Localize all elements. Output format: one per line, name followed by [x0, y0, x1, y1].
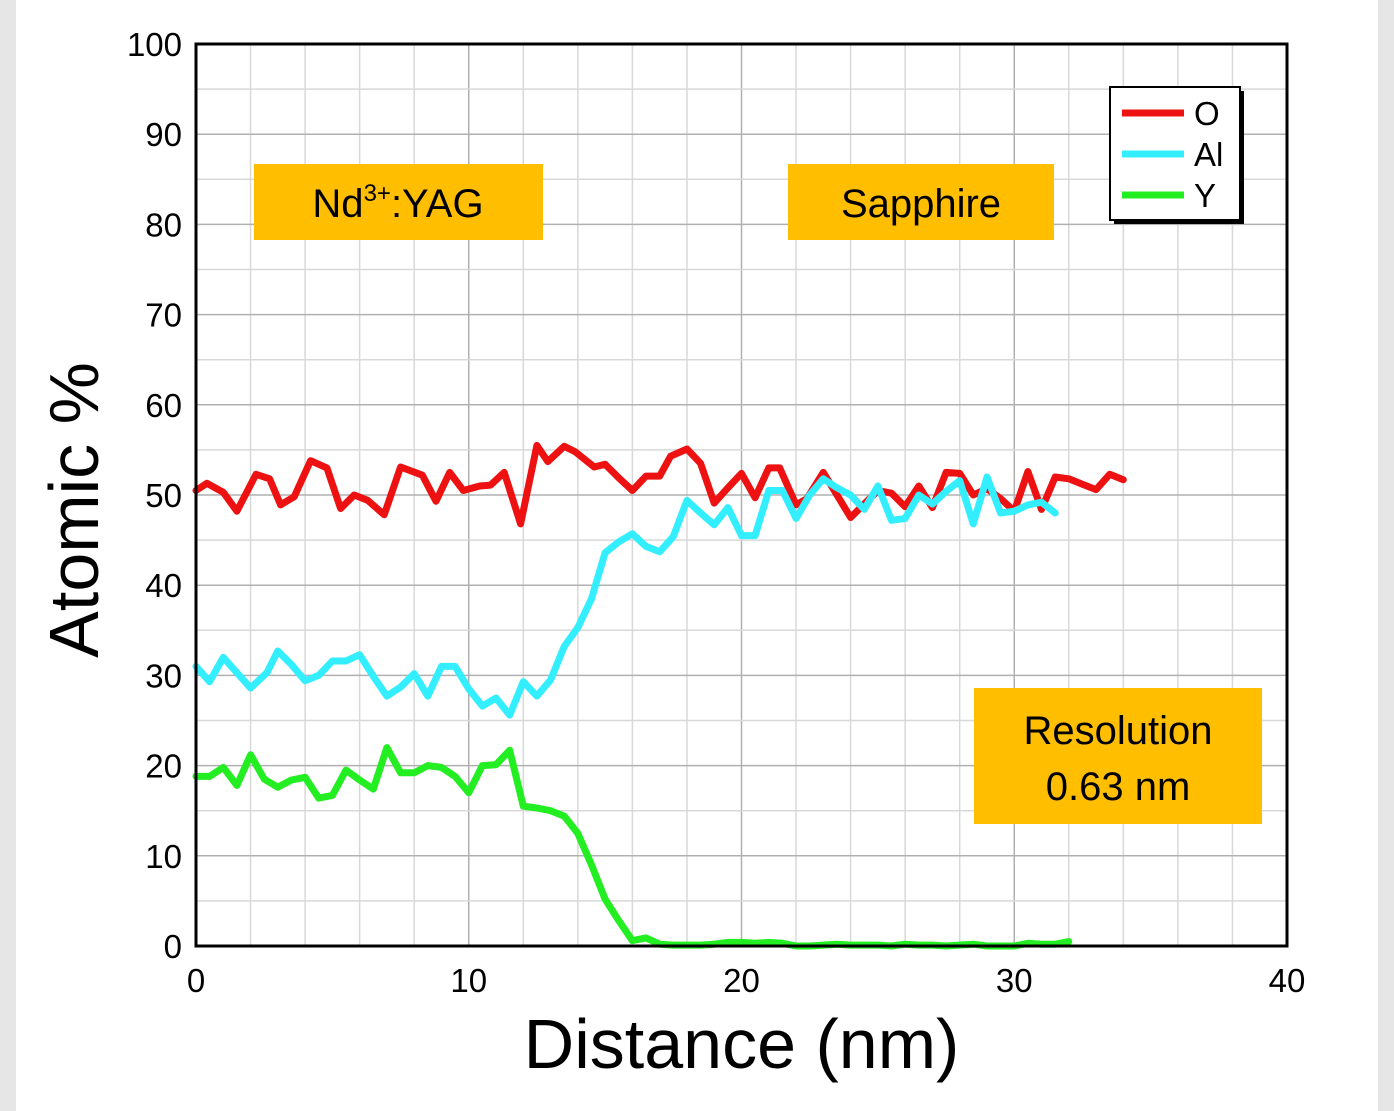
y-tick-label: 80 — [145, 206, 182, 243]
chart-frame: 0 10 20 30 40 50 60 70 80 90 100 0 10 20 30 40 Distance… — [16, 0, 1378, 1111]
x-tick-label: 10 — [450, 962, 487, 999]
x-tick-label: 40 — [1269, 962, 1306, 999]
y-tick-label: 0 — [164, 928, 182, 965]
plot-border — [194, 42, 1289, 948]
yag-superscript: 3+ — [364, 180, 391, 207]
legend-items: O Al Y — [1122, 95, 1223, 214]
legend-label-y: Y — [1194, 177, 1216, 214]
resolution-annotation: Resolution 0.63 nm — [974, 688, 1262, 824]
legend: O Al Y — [1109, 86, 1244, 224]
y-tick-label: 40 — [145, 567, 182, 604]
resolution-annotation-line1: Resolution — [1023, 709, 1212, 753]
y-tick-label: 20 — [145, 748, 182, 785]
x-tick-label: 30 — [996, 962, 1033, 999]
y-tick-label: 10 — [145, 838, 182, 875]
legend-label-o: O — [1194, 95, 1220, 132]
line-chart: 0 10 20 30 40 50 60 70 80 90 100 0 10 20 30 40 Distance… — [35, 26, 1305, 1083]
y-axis-title: Atomic % — [35, 362, 113, 658]
x-tick-label: 0 — [187, 962, 205, 999]
resolution-annotation-line2: 0.63 nm — [1046, 765, 1191, 809]
yag-rest: :YAG — [391, 182, 484, 226]
x-axis-title: Distance (nm) — [524, 1005, 960, 1083]
y-tick-label: 60 — [145, 387, 182, 424]
series-line-al — [192, 473, 1059, 719]
y-tick-label: 30 — [145, 657, 182, 694]
legend-label-al: Al — [1194, 136, 1223, 173]
y-tick-label: 100 — [127, 26, 182, 63]
yag-annotation-box — [254, 164, 543, 240]
sapphire-annotation-box — [788, 164, 1054, 240]
resolution-annotation-box — [974, 688, 1262, 824]
yag-nd: Nd — [312, 182, 363, 226]
x-tick-label: 20 — [723, 962, 760, 999]
sapphire-annotation: Sapphire — [788, 164, 1054, 240]
tick-labels: 0 10 20 30 40 50 60 70 80 90 100 0 10 20 30 40 — [127, 26, 1305, 999]
yag-annotation-text: Nd3+:YAG — [312, 180, 483, 226]
series-line-o — [192, 441, 1127, 528]
sapphire-annotation-text: Sapphire — [841, 182, 1001, 226]
y-tick-label: 70 — [145, 297, 182, 334]
y-tick-label: 90 — [145, 116, 182, 153]
yag-annotation: Nd3+:YAG — [254, 164, 543, 240]
y-tick-label: 50 — [145, 477, 182, 514]
